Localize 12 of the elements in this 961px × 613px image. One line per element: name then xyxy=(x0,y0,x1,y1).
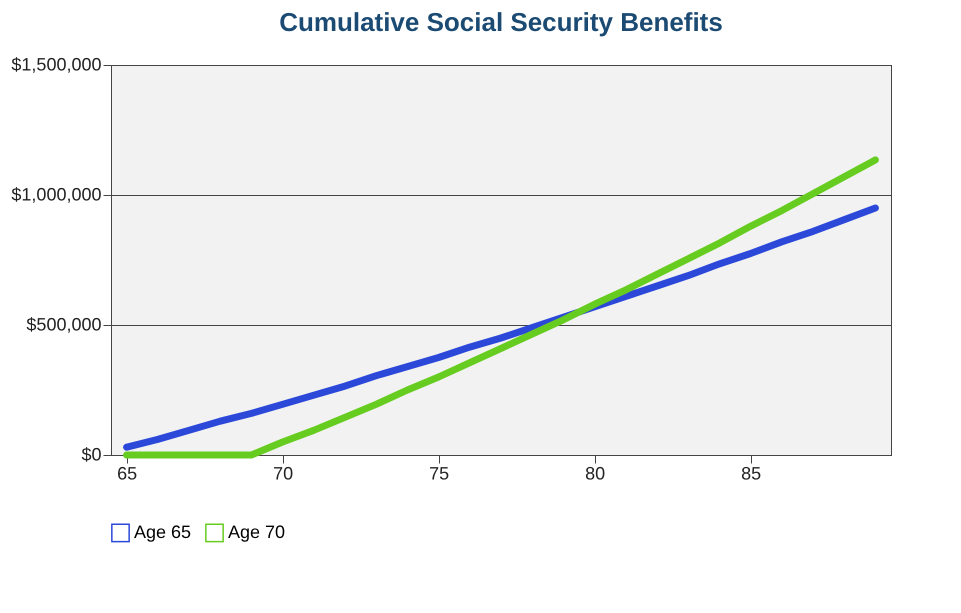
y-tick-label: $1,000,000 xyxy=(11,184,102,204)
x-tick-label: 85 xyxy=(741,464,762,484)
x-tick-label: 65 xyxy=(117,464,138,484)
legend-label: Age 70 xyxy=(228,522,286,542)
y-tick-label: $1,500,000 xyxy=(11,54,102,74)
x-tick-label: 70 xyxy=(273,464,294,484)
y-tick-label: $0 xyxy=(81,444,102,464)
legend-label: Age 65 xyxy=(134,522,192,542)
chart-title: Cumulative Social Security Benefits xyxy=(279,7,723,37)
x-tick-label: 75 xyxy=(429,464,450,484)
x-tick-label: 80 xyxy=(585,464,606,484)
y-tick-label: $500,000 xyxy=(26,314,102,334)
